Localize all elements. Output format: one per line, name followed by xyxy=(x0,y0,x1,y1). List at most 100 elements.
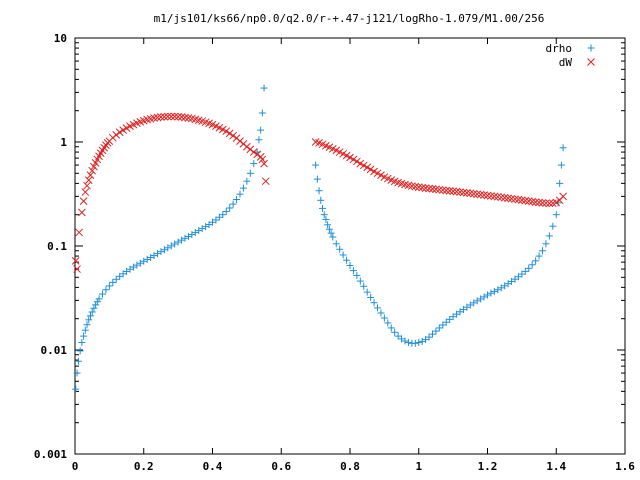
data-point-dw xyxy=(225,129,234,138)
data-point-dw xyxy=(480,191,488,199)
chart-title: m1/js101/ks66/np0.0/q2.0/r-+.47-j121/log… xyxy=(154,12,545,25)
data-point-drho xyxy=(86,312,94,320)
data-point-dw xyxy=(258,155,267,164)
data-point-drho xyxy=(239,184,247,192)
data-point-dw xyxy=(497,193,506,202)
data-point-dw xyxy=(160,112,169,121)
data-point-drho xyxy=(226,204,234,212)
data-point-dw xyxy=(115,128,124,137)
data-point-drho xyxy=(72,385,80,393)
data-point-drho xyxy=(343,256,351,264)
data-point-drho xyxy=(556,179,564,187)
x-tick-label: 0.2 xyxy=(134,460,154,473)
data-point-drho xyxy=(258,109,266,117)
x-tick-label: 1.4 xyxy=(546,460,566,473)
data-point-drho xyxy=(315,187,323,195)
data-point-drho xyxy=(353,272,361,280)
data-point-drho xyxy=(92,301,100,309)
legend-marker-glyph xyxy=(587,58,595,66)
legend-label-dw: dW xyxy=(559,56,573,69)
data-point-dw xyxy=(222,127,231,136)
data-point-drho xyxy=(490,287,498,295)
data-point-drho xyxy=(435,324,443,332)
data-point-dw xyxy=(78,208,86,217)
data-point-dw xyxy=(353,157,361,166)
data-point-drho xyxy=(105,282,113,290)
data-point-drho xyxy=(219,211,227,219)
data-point-dw xyxy=(88,166,97,175)
data-point-drho xyxy=(549,222,557,230)
data-point-drho xyxy=(552,211,560,219)
data-point-drho xyxy=(484,291,491,299)
data-point-dw xyxy=(456,188,464,196)
data-point-drho xyxy=(99,290,106,298)
data-point-drho xyxy=(557,161,565,169)
data-point-drho xyxy=(528,261,536,269)
data-point-drho xyxy=(85,316,93,324)
data-point-drho xyxy=(545,232,553,240)
data-point-dw xyxy=(359,161,368,170)
data-point-dw xyxy=(170,112,179,121)
y-tick-label: 1 xyxy=(60,136,67,149)
y-tick-label: 0.001 xyxy=(34,448,67,461)
data-point-dw xyxy=(349,155,358,164)
data-point-drho xyxy=(363,288,371,296)
data-point-dw xyxy=(500,193,509,202)
series-drho xyxy=(72,84,567,393)
data-point-drho xyxy=(370,299,378,307)
data-point-drho xyxy=(233,195,241,203)
data-point-dw xyxy=(414,183,423,192)
data-point-dw xyxy=(463,189,471,197)
data-point-dw xyxy=(84,176,93,184)
data-point-drho xyxy=(102,286,110,294)
data-point-dw xyxy=(363,163,372,172)
data-point-drho xyxy=(312,161,320,169)
x-tick-label: 0.6 xyxy=(271,460,291,473)
data-point-drho xyxy=(90,304,98,312)
data-point-drho xyxy=(229,200,237,208)
data-point-drho xyxy=(525,264,533,272)
data-point-drho xyxy=(324,221,332,229)
legend-label-drho: drho xyxy=(546,42,573,55)
data-point-drho xyxy=(329,233,337,241)
data-point-dw xyxy=(459,188,468,197)
data-point-drho xyxy=(76,347,84,355)
x-tick-label: 0.4 xyxy=(203,460,223,473)
data-point-dw xyxy=(528,197,537,206)
x-axis: 0 0.2 0.4 0.6 0.8 1 1.2 1.4 1.6 xyxy=(72,38,635,473)
data-point-dw xyxy=(428,185,437,193)
data-point-dw xyxy=(535,198,543,207)
data-point-dw xyxy=(90,162,98,171)
data-point-dw xyxy=(545,199,554,208)
data-point-dw xyxy=(552,198,561,207)
data-point-drho xyxy=(425,333,433,341)
y-tick-label: 10 xyxy=(54,32,67,45)
y-tick-label: 0.01 xyxy=(41,344,68,357)
data-point-drho xyxy=(320,211,328,219)
x-tick-label: 0 xyxy=(72,460,79,473)
data-point-dw xyxy=(469,189,478,198)
data-point-dw xyxy=(73,265,81,273)
data-point-drho xyxy=(349,267,357,275)
data-point-drho xyxy=(356,277,364,285)
data-point-drho xyxy=(222,207,230,215)
data-point-drho xyxy=(374,304,381,312)
data-point-drho xyxy=(88,308,96,316)
data-point-dw xyxy=(122,124,131,132)
data-point-drho xyxy=(418,337,426,345)
data-point-dw xyxy=(163,112,172,121)
data-point-drho xyxy=(415,339,423,347)
data-point-dw xyxy=(487,192,495,200)
legend-marker-drho xyxy=(587,44,595,52)
data-point-dw xyxy=(507,194,516,203)
data-point-drho xyxy=(380,314,388,322)
data-point-dw xyxy=(538,198,547,207)
data-point-drho xyxy=(535,252,543,260)
data-point-dw xyxy=(418,183,427,192)
data-point-drho xyxy=(83,321,91,329)
series-layer xyxy=(71,84,567,393)
data-point-dw xyxy=(449,187,457,196)
series-dw xyxy=(71,112,567,273)
data-point-drho xyxy=(246,169,254,177)
